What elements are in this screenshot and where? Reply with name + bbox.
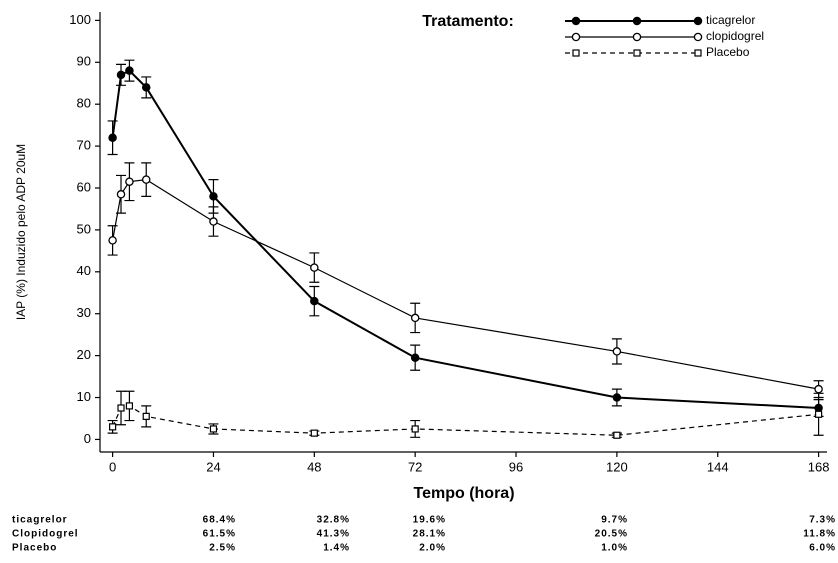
data-point (116, 190, 126, 199)
legend-marker (571, 16, 581, 26)
data-point (141, 83, 151, 92)
y-tick-label: 40 (77, 263, 91, 278)
y-tick-label: 60 (77, 179, 91, 194)
table-cell: 1.4% (323, 543, 350, 554)
x-tick-label: 96 (509, 459, 523, 474)
table-cell: 7.3% (809, 515, 836, 526)
data-point (814, 384, 823, 394)
data-point (117, 404, 125, 412)
data-point (410, 353, 420, 362)
table-cell: 20.5% (595, 529, 628, 540)
table-cell: 19.6% (413, 515, 446, 526)
series-line (111, 69, 819, 409)
y-tick-label: 90 (77, 54, 91, 69)
data-point (612, 393, 622, 402)
table-cell: 41.3% (317, 529, 350, 540)
data-point (310, 296, 319, 306)
table-cell: 2.5% (209, 543, 236, 554)
legend-title: Tratamento: (422, 13, 514, 30)
y-tick-label: 10 (77, 389, 91, 404)
data-point (125, 177, 134, 186)
data-point (125, 66, 134, 75)
table-cell: 61.5% (203, 529, 236, 540)
legend-marker (693, 32, 703, 42)
data-point (108, 236, 117, 245)
table-row-label: Placebo (12, 543, 57, 554)
data-point (209, 425, 218, 433)
data-point (814, 410, 823, 418)
data-point (109, 423, 117, 431)
table-cell: 6.0% (809, 543, 836, 554)
data-point (116, 70, 126, 80)
data-point (141, 175, 151, 184)
table-row-label: ticagrelor (12, 515, 68, 526)
legend-marker (632, 32, 642, 42)
x-tick-label: 144 (707, 459, 729, 474)
data-point (209, 192, 218, 201)
table-cell: 1.0% (601, 543, 628, 554)
legend-label: clopidogrel (706, 29, 764, 43)
y-tick-label: 100 (69, 12, 91, 27)
table-cell: 11.8% (803, 529, 836, 540)
table-cell: 32.8% (317, 515, 350, 526)
series-line (112, 405, 819, 436)
data-point (411, 425, 419, 433)
data-point (125, 402, 134, 410)
legend-marker (694, 49, 702, 57)
legend-marker (571, 32, 581, 42)
x-axis-label: Tempo (hora) (413, 485, 514, 502)
x-tick-label: 168 (808, 459, 830, 474)
legend-label: ticagrelor (706, 13, 755, 27)
table-cell: 68.4% (203, 515, 236, 526)
x-tick-label: 24 (206, 459, 220, 474)
y-tick-label: 0 (84, 431, 91, 446)
legend-marker (693, 16, 703, 26)
data-point (108, 133, 117, 142)
x-tick-label: 0 (109, 459, 116, 474)
y-axis-label: IAP (%) Induzido pelo ADP 20uM (14, 144, 28, 320)
x-tick-label: 48 (307, 459, 321, 474)
data-point (410, 313, 420, 323)
table-row-label: Clopidogrel (12, 529, 79, 540)
table-cell: 9.7% (601, 515, 628, 526)
y-tick-label: 30 (77, 305, 91, 320)
x-tick-label: 120 (606, 459, 628, 474)
data-point (209, 217, 218, 226)
legend-marker (632, 16, 642, 26)
table-cell: 2.0% (419, 543, 446, 554)
data-point (310, 429, 318, 437)
legend-label: Placebo (706, 45, 750, 59)
legend-marker (572, 49, 580, 57)
x-tick-label: 72 (408, 459, 422, 474)
series-line (112, 178, 819, 390)
data-point (613, 431, 621, 439)
y-tick-label: 50 (77, 221, 91, 236)
data-point (142, 412, 150, 420)
data-point (612, 347, 622, 356)
legend-marker (633, 49, 641, 57)
y-tick-label: 80 (77, 96, 91, 111)
table-cell: 28.1% (413, 529, 446, 540)
y-tick-label: 70 (77, 138, 91, 153)
data-point (310, 263, 319, 272)
y-tick-label: 20 (77, 347, 91, 362)
